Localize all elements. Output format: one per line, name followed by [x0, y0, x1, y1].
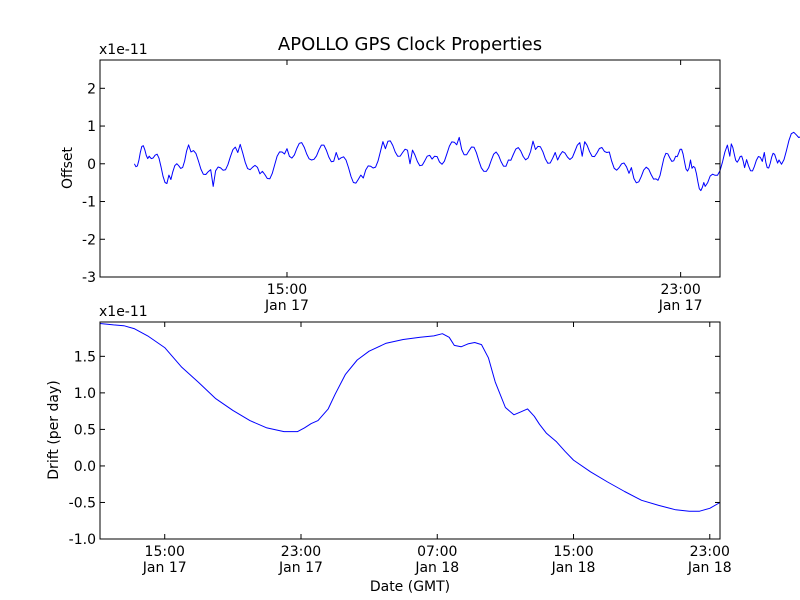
drift-xtick-date-label: Jan 18: [551, 560, 596, 576]
offset-ytick-label: -3: [82, 270, 96, 286]
drift-xtick-date-label: Jan 17: [142, 560, 187, 576]
drift-ytick-label: -0.5: [69, 495, 96, 511]
drift-xtick-time-label: 15:00: [145, 544, 185, 560]
drift-xtick-time-label: 23:00: [690, 544, 730, 560]
offset-ytick-label: 0: [87, 157, 96, 173]
chart-title: APOLLO GPS Clock Properties: [278, 34, 542, 55]
drift-ytick-label: -1.0: [69, 532, 96, 548]
drift-ytick-label: 0.0: [74, 459, 96, 475]
offset-plot-frame: [99, 59, 721, 278]
offset-ytick-label: -1: [82, 195, 96, 211]
drift-xtick-date-label: Jan 18: [414, 560, 459, 576]
drift-y-axis-label: Drift (per day): [46, 380, 62, 479]
drift-xtick-time-label: 15:00: [553, 544, 593, 560]
offset-y-multiplier: x1e-11: [99, 42, 148, 58]
offset-series-line: [133, 131, 800, 192]
offset-xtick-time-label: 23:00: [660, 282, 700, 298]
drift-series-line: [99, 323, 721, 512]
drift-xtick-time-label: 07:00: [417, 544, 457, 560]
offset-y-axis-label: Offset: [60, 146, 76, 189]
offset-ytick-label: 1: [87, 119, 96, 135]
drift-x-axis-label: Date (GMT): [370, 579, 450, 595]
drift-ytick-label: 1.0: [74, 386, 96, 402]
offset-xtick-date-label: Jan 17: [264, 298, 309, 314]
offset-ytick-label: 2: [87, 81, 96, 97]
drift-ytick-label: 1.5: [74, 349, 96, 365]
drift-y-multiplier: x1e-11: [99, 304, 148, 320]
drift-xtick-time-label: 23:00: [281, 544, 321, 560]
drift-xtick-date-label: Jan 17: [278, 560, 323, 576]
offset-ytick-label: -2: [82, 232, 96, 248]
offset-xtick-date-label: Jan 17: [658, 298, 703, 314]
offset-plot-area: [100, 60, 720, 277]
drift-plot-area: [100, 322, 720, 539]
drift-ytick-label: 0.5: [74, 422, 96, 438]
drift-xtick-date-label: Jan 18: [687, 560, 732, 576]
drift-plot-frame: [99, 321, 721, 540]
offset-xtick-time-label: 15:00: [267, 282, 307, 298]
